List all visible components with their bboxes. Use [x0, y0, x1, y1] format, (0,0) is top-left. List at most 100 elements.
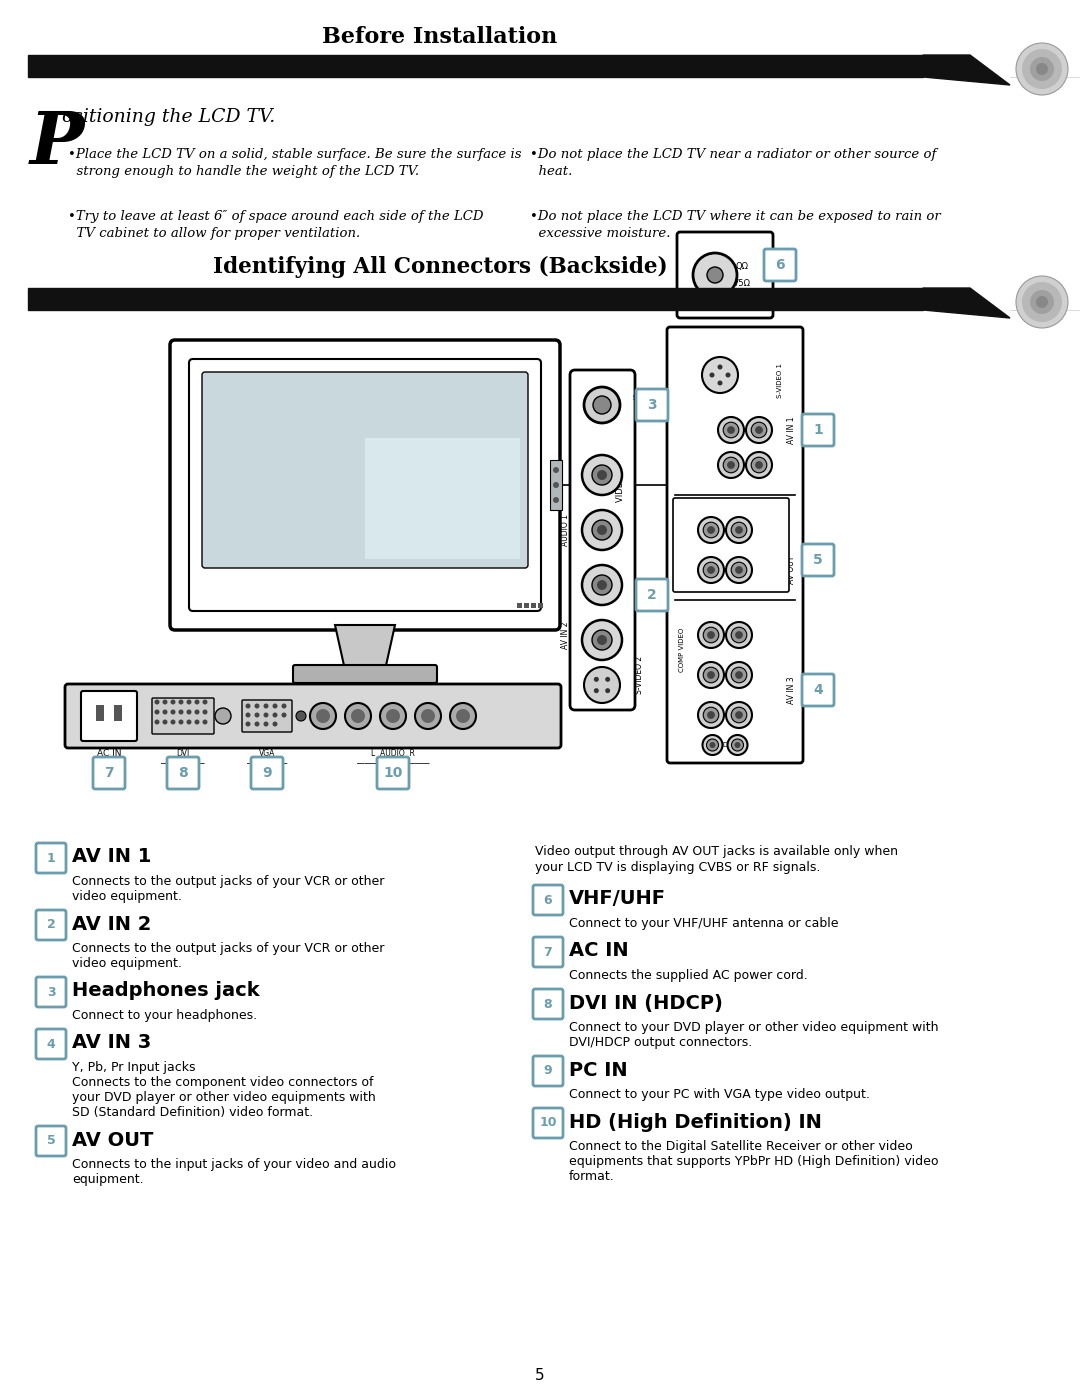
Circle shape	[698, 622, 724, 648]
Text: •Place the LCD TV on a solid, stable surface. Be sure the surface is: •Place the LCD TV on a solid, stable sur…	[68, 148, 522, 161]
Text: •Do not place the LCD TV where it can be exposed to rain or: •Do not place the LCD TV where it can be…	[530, 210, 941, 224]
FancyBboxPatch shape	[802, 673, 834, 705]
Text: VGA
― PC IN ―: VGA ― PC IN ―	[247, 749, 287, 768]
Bar	[28, 54, 923, 77]
FancyBboxPatch shape	[202, 372, 528, 569]
Circle shape	[724, 457, 739, 472]
FancyBboxPatch shape	[534, 1108, 563, 1139]
Circle shape	[706, 739, 718, 752]
FancyBboxPatch shape	[377, 757, 409, 789]
Circle shape	[584, 387, 620, 423]
Text: AV OUT: AV OUT	[787, 556, 797, 584]
Circle shape	[255, 704, 259, 708]
Circle shape	[194, 719, 200, 725]
Polygon shape	[335, 624, 395, 671]
Circle shape	[752, 457, 767, 472]
Circle shape	[1022, 282, 1062, 321]
FancyBboxPatch shape	[152, 698, 214, 733]
Circle shape	[726, 517, 752, 543]
Text: Connect to the Digital Satellite Receiver or other video: Connect to the Digital Satellite Receive…	[569, 1140, 913, 1153]
Circle shape	[718, 453, 744, 478]
Circle shape	[726, 703, 752, 728]
Circle shape	[380, 703, 406, 729]
FancyBboxPatch shape	[534, 989, 563, 1018]
Circle shape	[594, 676, 598, 682]
Circle shape	[707, 267, 723, 284]
Text: your LCD TV is displaying CVBS or RF signals.: your LCD TV is displaying CVBS or RF sig…	[535, 861, 821, 875]
Text: •Do not place the LCD TV near a radiator or other source of: •Do not place the LCD TV near a radiator…	[530, 148, 936, 161]
Circle shape	[203, 719, 207, 725]
Circle shape	[178, 719, 184, 725]
Circle shape	[698, 557, 724, 583]
Circle shape	[187, 710, 191, 714]
Circle shape	[187, 719, 191, 725]
Circle shape	[707, 671, 715, 679]
FancyBboxPatch shape	[802, 414, 834, 446]
Circle shape	[154, 710, 160, 714]
Circle shape	[735, 671, 743, 679]
Circle shape	[755, 426, 762, 434]
Circle shape	[272, 721, 278, 726]
Text: DVI
― DVI IN ―: DVI ― DVI IN ―	[161, 749, 205, 768]
Circle shape	[703, 707, 719, 722]
Circle shape	[698, 703, 724, 728]
Circle shape	[264, 721, 269, 726]
Circle shape	[178, 710, 184, 714]
Circle shape	[726, 662, 752, 687]
Circle shape	[245, 721, 251, 726]
Text: equipments that supports YPbPr HD (High Definition) video: equipments that supports YPbPr HD (High …	[569, 1155, 939, 1168]
Circle shape	[282, 704, 286, 708]
FancyBboxPatch shape	[65, 685, 561, 747]
Circle shape	[203, 700, 207, 704]
Circle shape	[450, 703, 476, 729]
Bar	[96, 705, 104, 721]
Text: 6: 6	[543, 894, 552, 907]
Circle shape	[593, 395, 611, 414]
Circle shape	[316, 710, 330, 724]
Circle shape	[731, 522, 746, 538]
Circle shape	[162, 719, 167, 725]
Text: PC IN: PC IN	[569, 1060, 627, 1080]
Circle shape	[582, 455, 622, 495]
Text: 2: 2	[647, 588, 657, 602]
Circle shape	[703, 562, 719, 578]
Circle shape	[693, 253, 737, 298]
Text: AV IN 1: AV IN 1	[787, 416, 797, 444]
Text: AV IN 3: AV IN 3	[787, 676, 797, 704]
Text: Connects to the output jacks of your VCR or other: Connects to the output jacks of your VCR…	[72, 875, 384, 888]
Text: 10: 10	[383, 766, 403, 780]
FancyBboxPatch shape	[534, 1056, 563, 1085]
Circle shape	[296, 711, 306, 721]
Circle shape	[171, 719, 175, 725]
Circle shape	[731, 739, 743, 752]
Text: Connects to the component video connectors of: Connects to the component video connecto…	[72, 1076, 374, 1090]
FancyBboxPatch shape	[167, 757, 199, 789]
Circle shape	[282, 712, 286, 718]
Circle shape	[746, 453, 772, 478]
Circle shape	[717, 380, 723, 386]
Circle shape	[154, 700, 160, 704]
FancyBboxPatch shape	[673, 497, 789, 592]
Circle shape	[727, 461, 734, 469]
FancyBboxPatch shape	[36, 842, 66, 873]
Circle shape	[698, 517, 724, 543]
Circle shape	[752, 422, 767, 437]
Text: Connect to your VHF/UHF antenna or cable: Connect to your VHF/UHF antenna or cable	[569, 916, 838, 930]
Text: Connect to your DVD player or other video equipment with: Connect to your DVD player or other vide…	[569, 1021, 939, 1034]
FancyBboxPatch shape	[36, 909, 66, 940]
Text: Connects the supplied AC power cord.: Connects the supplied AC power cord.	[569, 970, 808, 982]
Circle shape	[255, 721, 259, 726]
Circle shape	[215, 708, 231, 724]
Text: QΩ: QΩ	[735, 263, 748, 271]
Text: AV OUT: AV OUT	[72, 1130, 153, 1150]
FancyBboxPatch shape	[534, 886, 563, 915]
Circle shape	[592, 520, 612, 541]
Text: Connects to the input jacks of your video and audio: Connects to the input jacks of your vide…	[72, 1158, 396, 1171]
Circle shape	[702, 358, 738, 393]
Circle shape	[1036, 63, 1048, 75]
Circle shape	[707, 631, 715, 638]
Circle shape	[703, 522, 719, 538]
Text: Connect to your headphones.: Connect to your headphones.	[72, 1009, 257, 1023]
Circle shape	[1022, 49, 1062, 89]
Bar	[114, 705, 122, 721]
